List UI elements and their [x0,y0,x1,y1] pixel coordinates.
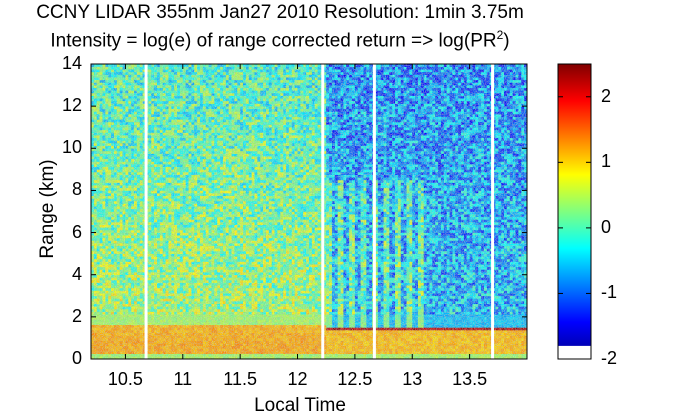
chart-title: CCNY LIDAR 355nm Jan27 2010 Resolution: … [36,2,524,23]
lidar-heatmap [91,64,528,360]
chart-subtitle: Intensity = log(e) of range corrected re… [50,28,510,52]
